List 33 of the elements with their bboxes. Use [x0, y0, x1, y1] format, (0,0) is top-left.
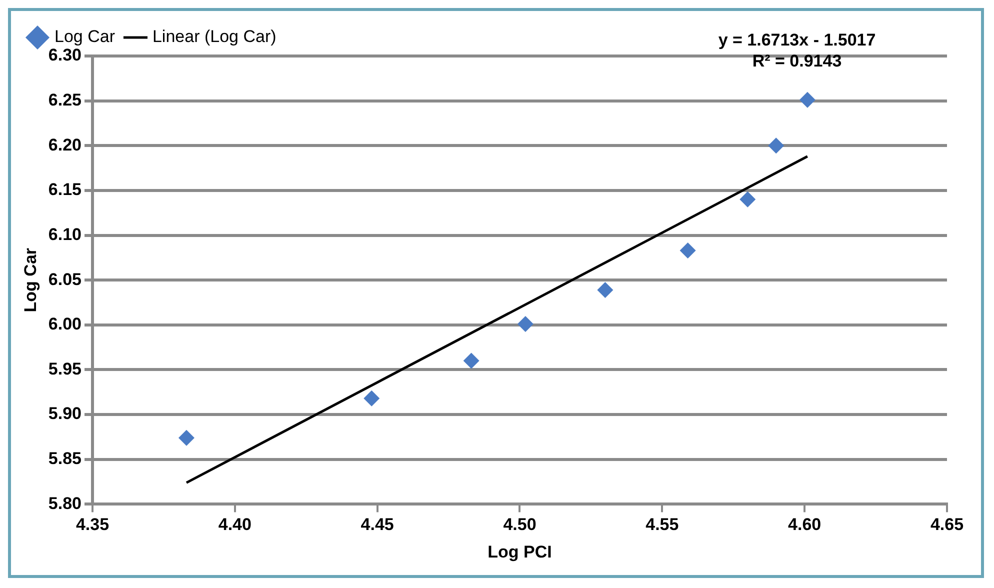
x-tick-label: 4.55: [646, 515, 679, 534]
point: [517, 316, 534, 332]
y-tick-label: 5.85: [48, 449, 82, 468]
x-tick-label: 4.45: [360, 515, 394, 534]
y-tick-label: 6.15: [48, 180, 82, 200]
point: [463, 352, 480, 369]
y-tick-label: 6.25: [48, 90, 82, 110]
point: [799, 92, 816, 108]
y-axis-title: Log Car: [20, 248, 40, 312]
point: [364, 390, 380, 406]
point: [740, 191, 756, 208]
legend-label: Linear (Log Car): [152, 27, 276, 46]
y-tick-label: 6.30: [48, 46, 82, 65]
y-tick-label: 6.05: [48, 270, 82, 289]
text: y = 1.6713x - 1.5017: [718, 30, 876, 50]
y-tick-label: 5.90: [48, 404, 82, 424]
point: [768, 138, 784, 154]
x-tick-label: 4.60: [788, 515, 822, 534]
legend-label: Log Car: [54, 27, 116, 46]
x-tick-label: 4.50: [503, 515, 536, 534]
x-axis-title: Log PCI: [488, 542, 552, 562]
y-tick-label: 6.10: [48, 224, 82, 244]
y-tick-label: 6.20: [48, 135, 82, 154]
point: [178, 430, 194, 446]
point: [597, 282, 614, 298]
x-tick-label: 4.40: [218, 515, 252, 534]
point: [680, 242, 696, 259]
x-tick-label: 4.35: [76, 515, 110, 534]
x-tick-label: 4.65: [930, 515, 964, 534]
y-tick-label: 5.80: [48, 494, 82, 513]
annotation: R² = 0.9143: [752, 52, 842, 71]
y-tick-label: 6.00: [48, 314, 82, 334]
y-tick-label: 5.95: [48, 359, 82, 378]
